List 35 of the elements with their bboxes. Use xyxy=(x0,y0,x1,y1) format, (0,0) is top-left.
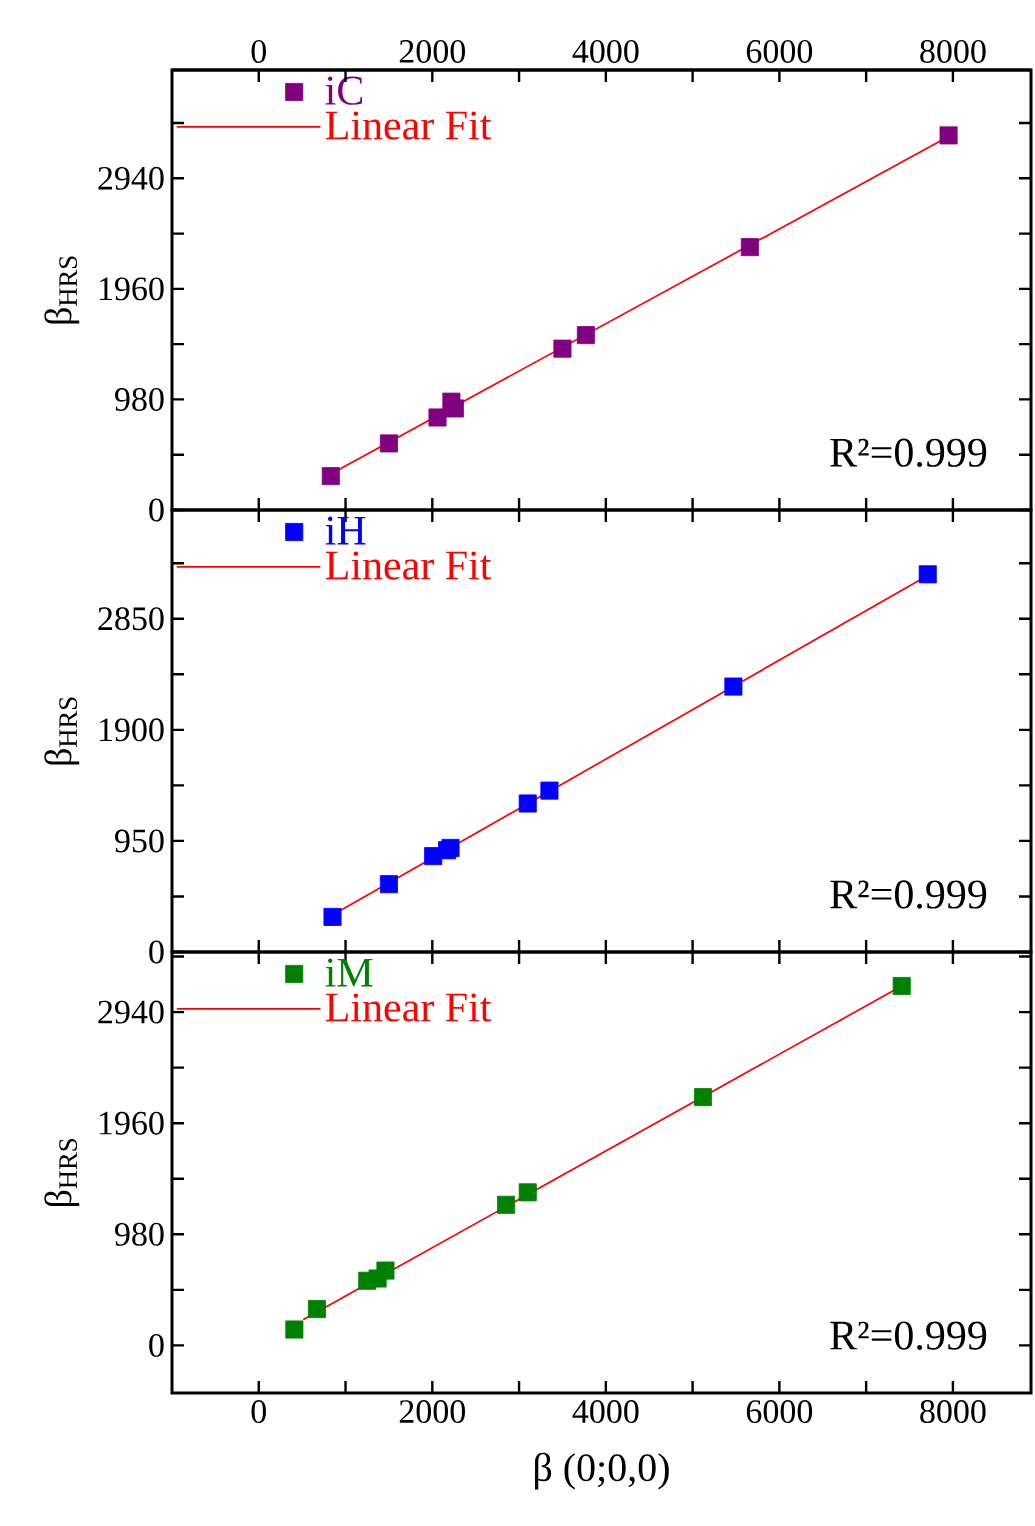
legend-label: iM xyxy=(325,958,373,987)
y-tick-label: 2940 xyxy=(98,1000,164,1024)
x-tick-label: 2000 xyxy=(399,1400,466,1424)
y-tick-label: 950 xyxy=(115,829,164,853)
legend-label: Linear Fit xyxy=(325,111,492,140)
y-tick-label: 980 xyxy=(115,1222,164,1246)
y-tick-label: 0 xyxy=(149,940,164,964)
y-axis-title: β$_{HRS}$ xyxy=(44,256,80,324)
x2-tick-label: 2000 xyxy=(399,39,466,63)
annotation: R²=0.999 xyxy=(830,1321,987,1350)
y-tick-label: 2850 xyxy=(98,607,164,631)
legend-label: iH xyxy=(325,516,366,545)
x-tick-label: 6000 xyxy=(746,1400,813,1424)
legend-label: Linear Fit xyxy=(325,993,492,1022)
y-tick-label: 0 xyxy=(149,498,164,522)
x-tick-label: 4000 xyxy=(572,1400,639,1424)
y-axis-title: β$_{HRS}$ xyxy=(44,697,80,765)
x2-tick-label: 8000 xyxy=(920,39,986,63)
y-tick-label: 1960 xyxy=(99,277,164,301)
y-tick-label: 1900 xyxy=(99,718,164,742)
y-tick-label: 1960 xyxy=(99,1111,164,1135)
x-tick-label: 8000 xyxy=(920,1400,986,1424)
x-tick-label: 0 xyxy=(251,1400,266,1424)
annotation: R²=0.999 xyxy=(830,438,987,468)
legend-label: iC xyxy=(325,76,363,105)
x-axis-title: β (0;0,0) xyxy=(535,1452,669,1490)
y-tick-label: 2940 xyxy=(98,166,164,190)
y-tick-label: 980 xyxy=(115,387,164,411)
y-tick-label: 0 xyxy=(149,1333,164,1357)
annotation: R²=0.999 xyxy=(830,880,987,909)
x2-tick-label: 4000 xyxy=(572,39,639,63)
x2-tick-label: 6000 xyxy=(746,39,813,63)
y-axis-title: β$_{HRS}$ xyxy=(44,1139,80,1207)
x2-tick-label: 0 xyxy=(251,39,266,63)
legend-label: Linear Fit xyxy=(325,551,492,580)
